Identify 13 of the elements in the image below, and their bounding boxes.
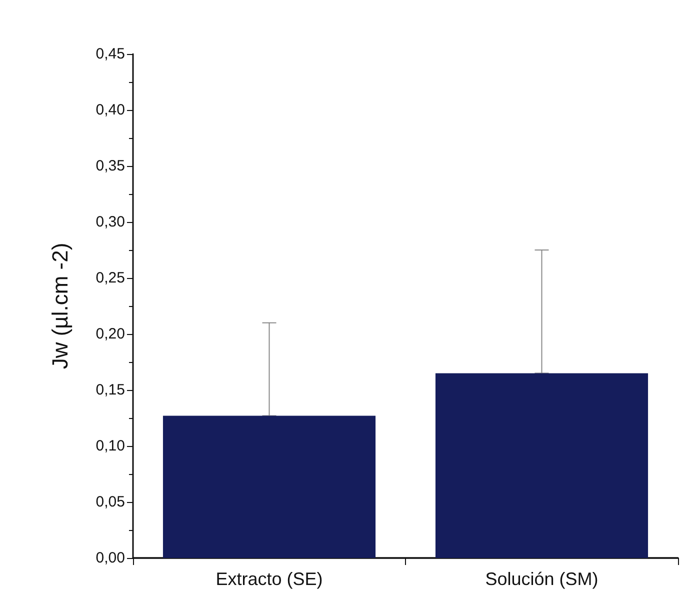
y-tick-label: 0,45 [96, 46, 125, 62]
y-tick-label: 0,00 [96, 550, 125, 566]
x-tick-label: Solución (SM) [485, 569, 598, 589]
x-tick-label: Extracto (SE) [216, 569, 323, 589]
y-axis-title: Jw (µl.cm -2) [48, 242, 72, 370]
y-tick-label: 0,40 [96, 102, 125, 118]
y-tick-label: 0,10 [96, 438, 125, 454]
y-tick-label: 0,35 [96, 158, 125, 174]
y-tick-label: 0,15 [96, 382, 125, 398]
y-tick-label: 0,30 [96, 214, 125, 230]
y-tick-label: 0,25 [96, 270, 125, 286]
y-tick-label: 0,20 [96, 326, 125, 342]
y-tick-label: 0,05 [96, 494, 125, 510]
